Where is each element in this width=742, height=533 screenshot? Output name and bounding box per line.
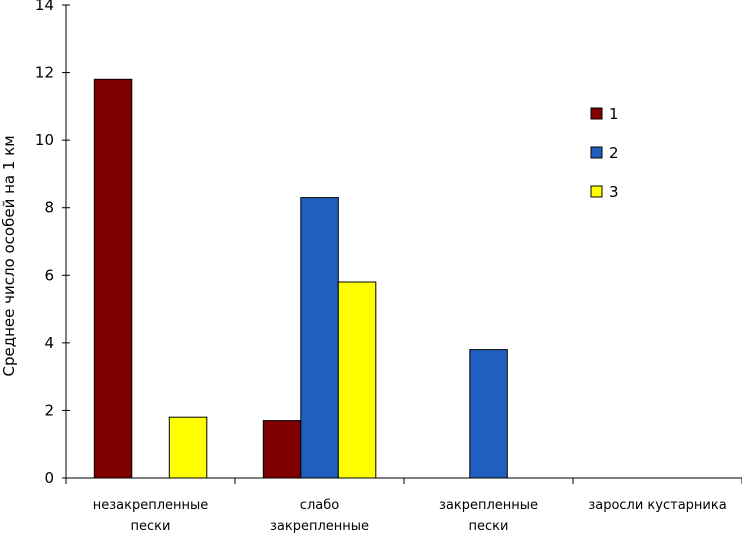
y-tick-label: 0 xyxy=(44,469,54,487)
x-category-label: слабо xyxy=(300,498,339,513)
x-category-label: пески xyxy=(131,519,171,533)
y-tick-label: 12 xyxy=(35,64,54,82)
y-tick-label: 4 xyxy=(44,334,54,352)
legend-swatch xyxy=(590,185,603,198)
bar-series-2 xyxy=(469,349,508,479)
x-category-label: пески xyxy=(469,519,509,533)
bar-series-3 xyxy=(168,416,208,479)
legend-swatch xyxy=(590,107,603,120)
y-tick-label: 14 xyxy=(35,0,54,14)
category-labels: незакрепленные пески слабо закрепленные закр… xyxy=(93,498,727,533)
bar-series-2 xyxy=(300,197,339,479)
y-tick-label: 2 xyxy=(44,401,54,419)
bars xyxy=(93,78,508,479)
y-tick-label: 6 xyxy=(44,266,54,284)
legend-label: 3 xyxy=(609,183,619,201)
y-tick-label: 10 xyxy=(35,131,54,149)
legend-label: 1 xyxy=(609,105,619,123)
bar-series-1 xyxy=(262,420,302,479)
bar-series-1 xyxy=(93,78,133,479)
bar-series-3 xyxy=(337,281,377,479)
legend-label: 2 xyxy=(609,144,619,162)
legend-swatch xyxy=(590,146,603,159)
y-axis-label: Среднее число особей на 1 км xyxy=(0,135,18,376)
legend: 1 2 3 xyxy=(590,105,619,201)
y-tick-label: 8 xyxy=(44,199,54,217)
x-category-label: заросли кустарника xyxy=(588,498,726,513)
x-category-label: закрепленные xyxy=(270,519,369,533)
x-category-label: закрепленные xyxy=(439,498,538,513)
x-category-label: незакрепленные xyxy=(93,498,209,513)
